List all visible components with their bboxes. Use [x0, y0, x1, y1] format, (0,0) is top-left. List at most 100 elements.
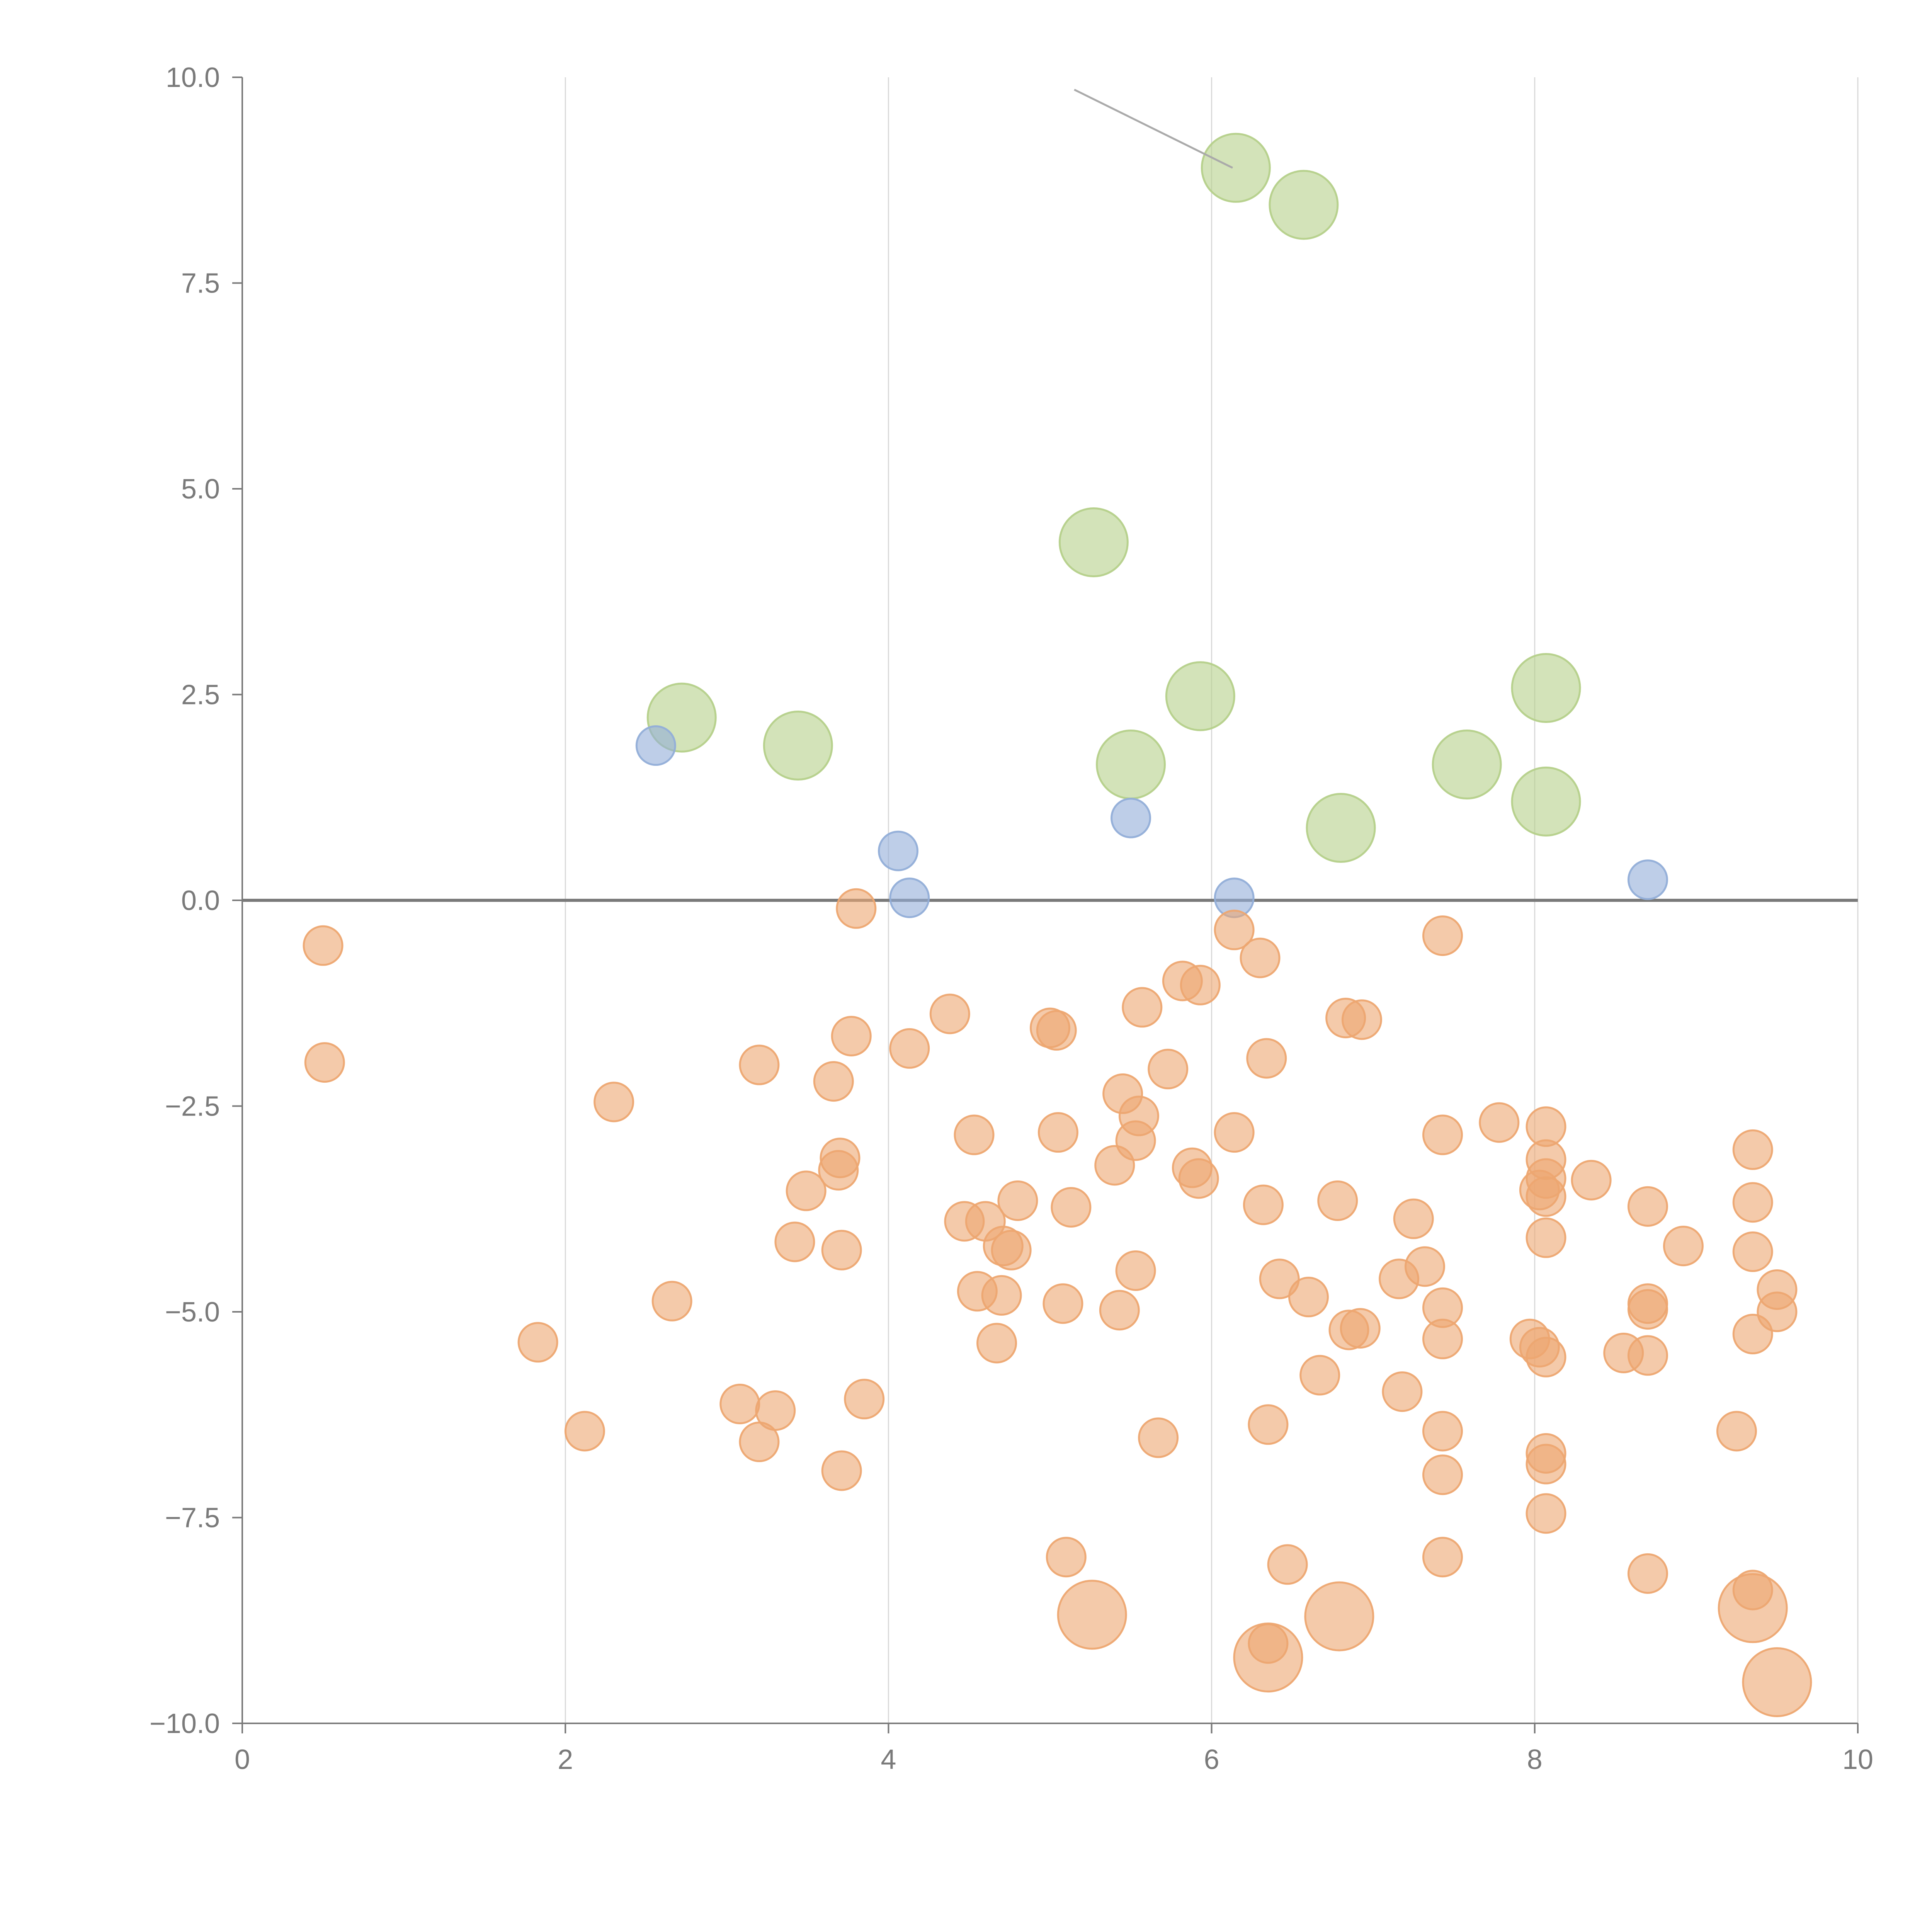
orange-point — [1716, 1411, 1757, 1452]
orange-point — [1267, 1544, 1308, 1585]
orange-point — [1422, 1537, 1463, 1578]
orange-point — [997, 1180, 1038, 1221]
orange-point — [1122, 987, 1163, 1028]
green-point — [763, 711, 833, 781]
orange-point — [1240, 937, 1281, 978]
orange-point — [1422, 1454, 1463, 1495]
orange-point — [1259, 1259, 1300, 1299]
orange-point — [1037, 1112, 1078, 1153]
orange-point — [1732, 1231, 1773, 1272]
orange-point — [1148, 1049, 1189, 1090]
blue-point — [878, 830, 918, 871]
orange-point — [1094, 1145, 1135, 1186]
orange-point — [1627, 1553, 1668, 1594]
x-tick-label: 6 — [1204, 1744, 1219, 1775]
orange-point — [739, 1422, 780, 1463]
orange-point — [991, 1230, 1032, 1270]
y-tick-label: 5.0 — [181, 474, 220, 505]
orange-point — [1138, 1417, 1179, 1458]
y-tick-label: −5.0 — [165, 1297, 220, 1328]
orange-point — [1379, 1259, 1420, 1299]
orange-point — [719, 1384, 760, 1425]
green-point — [1096, 730, 1166, 800]
orange-point — [1214, 910, 1255, 951]
green-point — [1269, 170, 1339, 240]
orange-point — [1246, 1038, 1287, 1079]
orange-point — [1526, 1176, 1566, 1217]
orange-point — [889, 1028, 930, 1069]
orange-point — [1627, 1335, 1668, 1376]
orange-point — [844, 1379, 885, 1420]
x-tick-label: 8 — [1527, 1744, 1543, 1775]
orange-point — [1479, 1102, 1520, 1143]
orange-point — [821, 1450, 862, 1491]
orange-large-point — [1718, 1573, 1788, 1643]
orange-point — [1732, 1182, 1773, 1223]
y-tick-label: −7.5 — [165, 1503, 220, 1534]
orange-point — [1509, 1318, 1550, 1359]
orange-point — [1341, 999, 1382, 1040]
orange-point — [1288, 1277, 1329, 1318]
y-tick-label: 2.5 — [181, 680, 220, 711]
orange-point — [303, 925, 344, 966]
orange-point — [1051, 1187, 1092, 1228]
orange-point — [1046, 1537, 1087, 1578]
orange-point — [1036, 1010, 1077, 1051]
green-point — [1306, 793, 1376, 863]
orange-large-point — [1304, 1581, 1374, 1651]
orange-point — [739, 1044, 780, 1085]
orange-point — [1099, 1290, 1140, 1331]
orange-point — [517, 1322, 558, 1363]
orange-point — [1422, 1411, 1463, 1452]
orange-point — [1317, 1180, 1358, 1221]
blue-point — [635, 725, 676, 766]
blue-point — [1111, 798, 1151, 838]
blue-point — [889, 878, 930, 918]
orange-point — [1248, 1404, 1289, 1445]
orange-point — [1178, 1158, 1219, 1199]
orange-point — [774, 1221, 815, 1262]
y-tick-label: −10.0 — [150, 1708, 220, 1739]
orange-point — [1627, 1289, 1668, 1330]
x-tick-label: 10 — [1842, 1744, 1873, 1775]
x-tick-label: 4 — [881, 1744, 896, 1775]
annotation-layer — [1074, 88, 1233, 169]
orange-point — [831, 1015, 872, 1056]
orange-point — [929, 993, 970, 1034]
orange-point — [1526, 1493, 1566, 1534]
orange-point — [1393, 1198, 1434, 1239]
x-tick-label: 0 — [235, 1744, 250, 1775]
orange-large-point — [1057, 1580, 1127, 1650]
y-tick-label: −2.5 — [165, 1091, 220, 1122]
orange-point — [1571, 1160, 1612, 1201]
points-layer — [303, 133, 1812, 1717]
orange-point — [304, 1042, 345, 1083]
orange-large-point — [1233, 1622, 1303, 1693]
orange-point — [1663, 1226, 1704, 1267]
green-point — [1058, 507, 1129, 577]
orange-point — [1732, 1129, 1773, 1170]
orange-point — [564, 1411, 605, 1452]
blue-point — [1627, 859, 1668, 900]
orange-point — [651, 1281, 692, 1321]
orange-point — [1299, 1355, 1340, 1396]
orange-point — [786, 1170, 827, 1211]
orange-point — [1627, 1186, 1668, 1227]
orange-point — [1526, 1444, 1566, 1485]
y-tick-label: 0.0 — [181, 885, 220, 916]
orange-point — [1422, 1114, 1463, 1155]
orange-point — [1422, 1287, 1463, 1328]
green-point — [1511, 766, 1581, 837]
orange-point — [1214, 1112, 1255, 1153]
orange-point — [1526, 1217, 1566, 1258]
orange-point — [957, 1271, 998, 1312]
orange-point — [836, 888, 877, 929]
axis-layer: 0 2 4 6 8 10 10.0 7.5 5.0 2.5 0.0 −2.5 −5.0 −7.5 −10.0 — [150, 62, 1873, 1775]
orange-point — [594, 1082, 634, 1122]
annotation-leader-line — [1074, 88, 1233, 169]
orange-point — [813, 1061, 854, 1102]
y-tick-label: 10.0 — [166, 62, 220, 93]
orange-point — [1180, 964, 1221, 1005]
